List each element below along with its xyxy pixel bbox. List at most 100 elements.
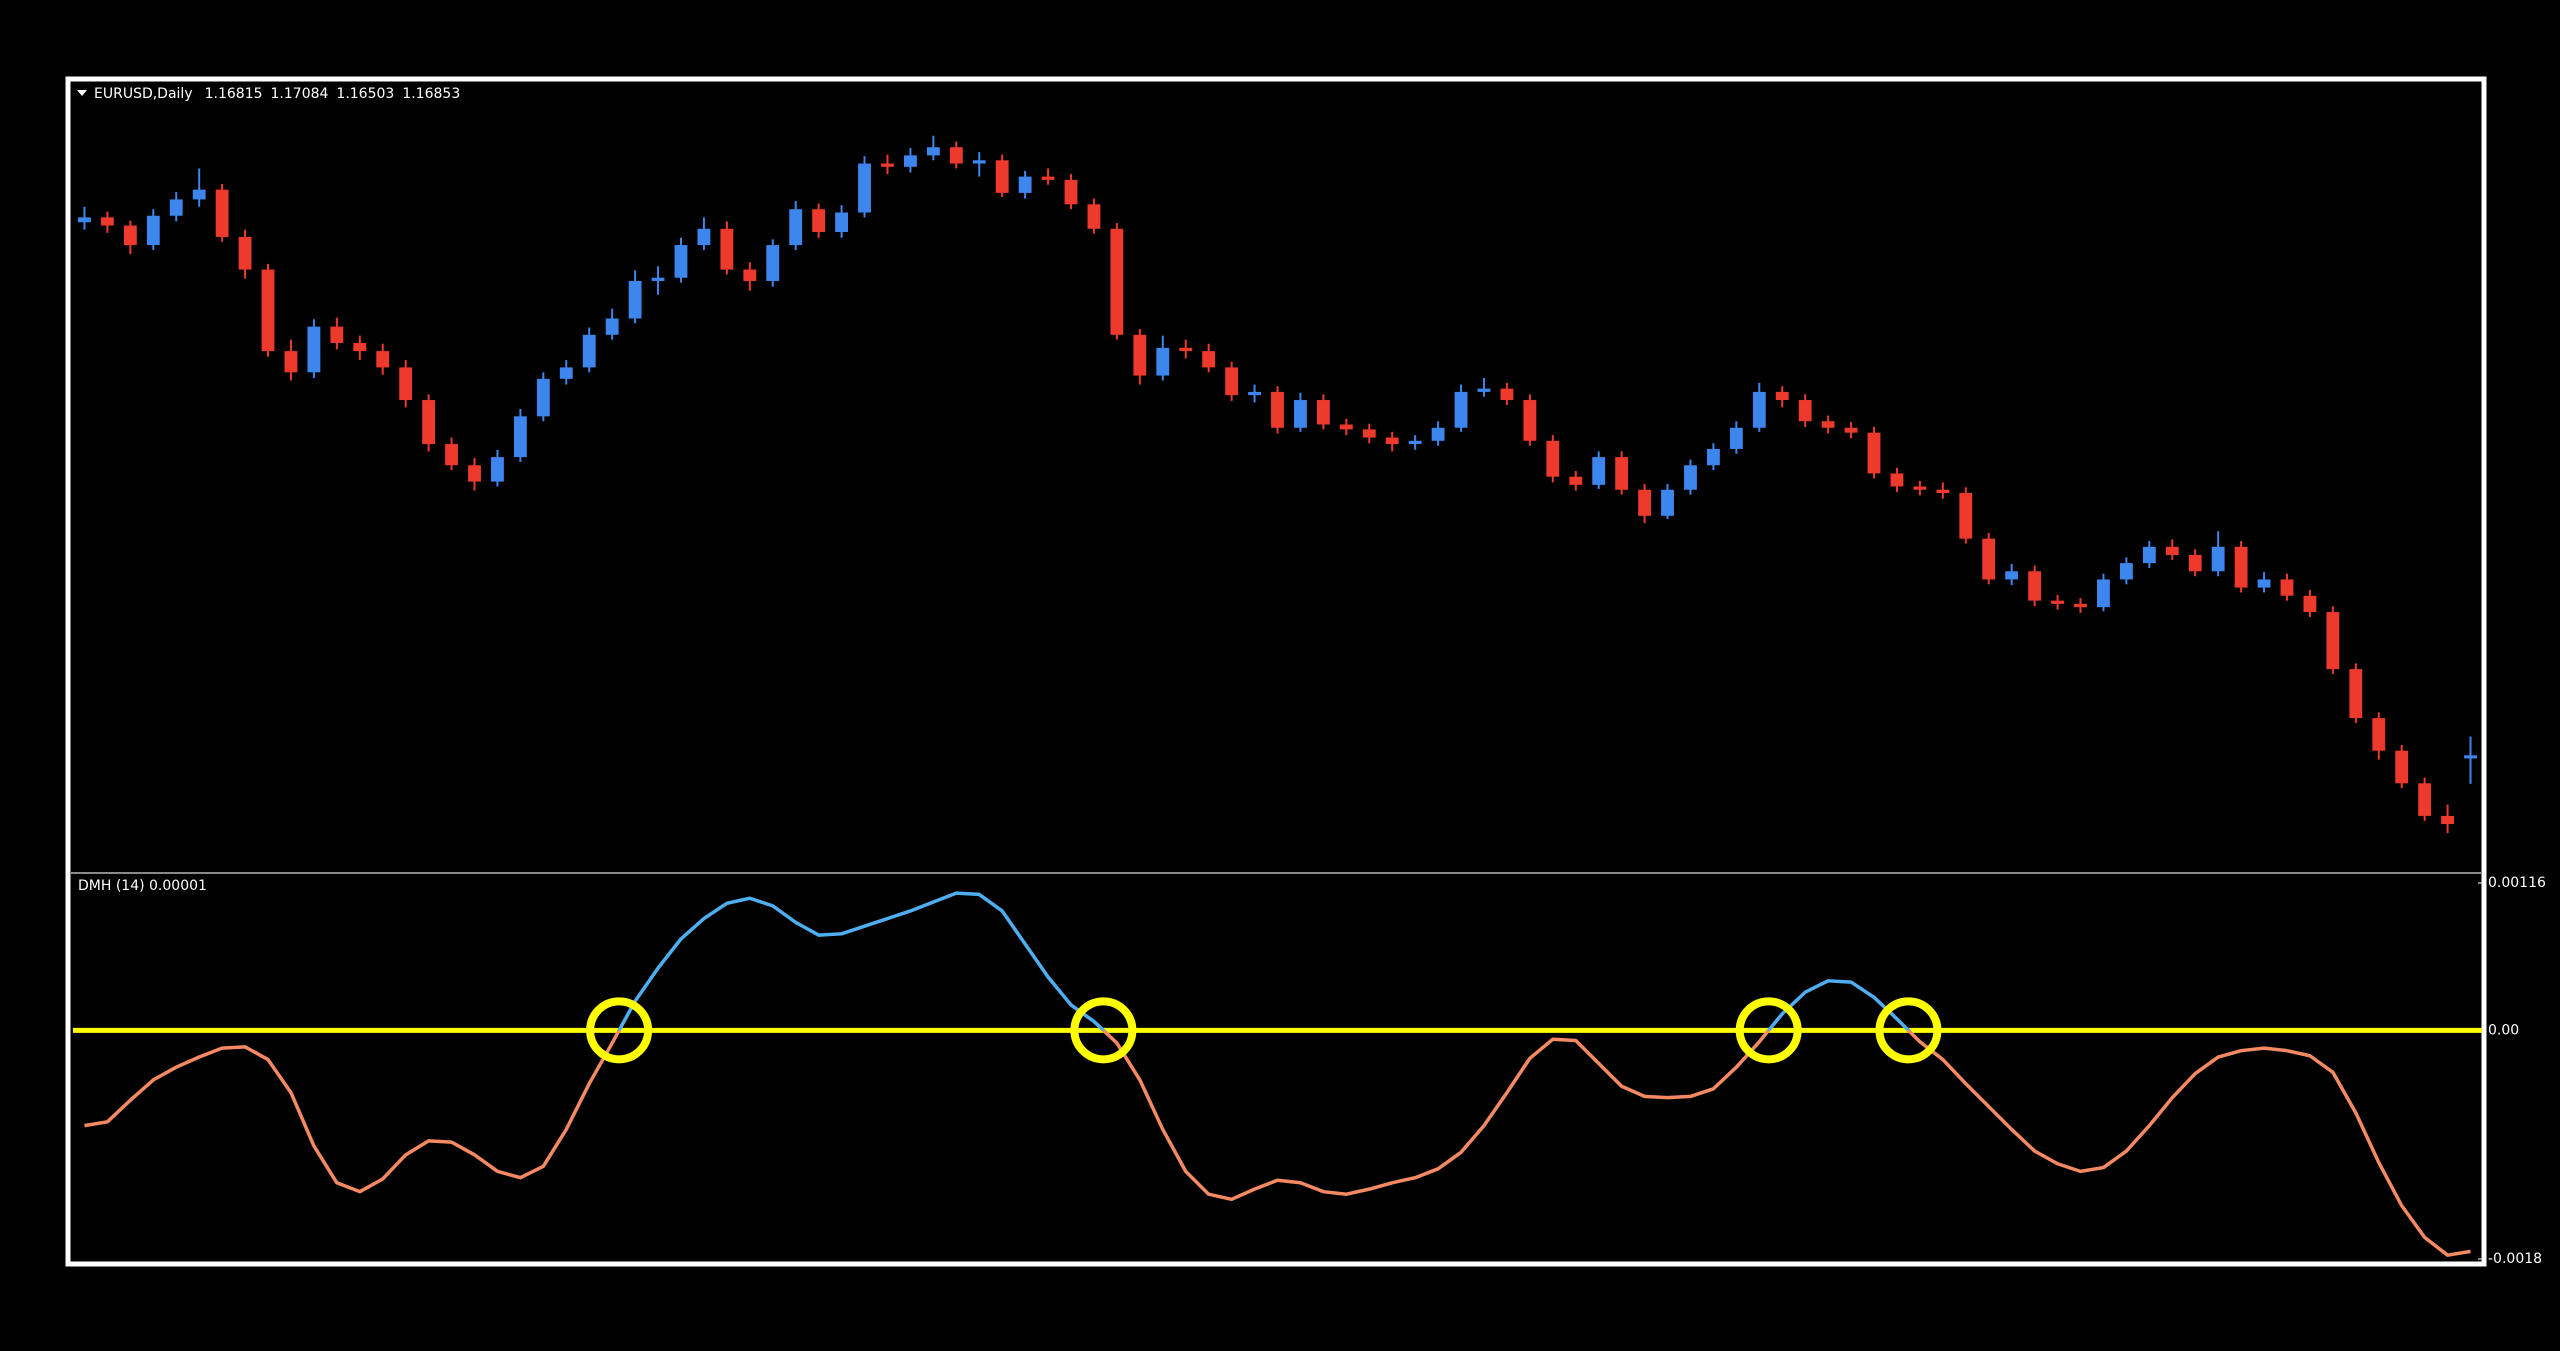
candle-body: [353, 342, 367, 352]
candle-body: [1844, 427, 1858, 433]
candle-body: [1592, 457, 1606, 485]
candle-body: [1018, 176, 1032, 193]
candle-body: [1821, 421, 1835, 428]
candle-body: [1087, 204, 1101, 229]
candle-body: [1936, 489, 1950, 493]
crossing-marker: [1735, 997, 1802, 1064]
candle-body: [1064, 179, 1078, 205]
candle-body: [858, 163, 871, 213]
candle-body: [2418, 783, 2432, 816]
header-low: 1.16503: [336, 86, 394, 102]
dropdown-icon[interactable]: [77, 90, 87, 96]
candle-body: [1041, 176, 1055, 180]
candle-body: [1362, 429, 1376, 438]
candle-body: [146, 215, 160, 246]
candle-body: [2188, 554, 2202, 572]
candle-body: [2349, 669, 2363, 719]
header-high: 1.17084: [271, 86, 329, 102]
symbol-title: EURUSD,Daily: [94, 86, 193, 102]
candle-body: [376, 351, 390, 368]
chart-header: EURUSD,Daily 1.16815 1.17084 1.16503 1.16853: [94, 86, 460, 102]
candle-body: [1248, 391, 1261, 396]
candle-body: [1316, 400, 1330, 425]
candle-body: [972, 160, 986, 164]
candle-body: [1890, 473, 1904, 487]
header-close: 1.16853: [402, 86, 460, 102]
y-tick-label: -0.0018: [2488, 1251, 2542, 1267]
candle-body: [2234, 546, 2248, 588]
candle-body: [1339, 424, 1353, 430]
candle-body: [1431, 427, 1445, 441]
y-tick-label: 0.00: [2488, 1022, 2519, 1038]
candle-body: [330, 326, 344, 343]
candle-body: [789, 209, 803, 246]
crossing-marker: [586, 997, 653, 1064]
candle-body: [1982, 538, 1996, 580]
candle-body: [1202, 351, 1216, 368]
candle-body: [628, 280, 642, 319]
candle-body: [261, 269, 275, 352]
candle-body: [78, 217, 91, 223]
candle-body: [2372, 718, 2386, 751]
candle-body: [1133, 334, 1147, 376]
candle-body: [743, 269, 757, 281]
candle-body: [1661, 489, 1674, 516]
indicator-line: [84, 891, 2471, 1257]
candle-body: [674, 245, 688, 278]
candle-body: [881, 163, 894, 167]
candle-body: [1271, 391, 1284, 428]
candle-body: [1500, 388, 1514, 401]
candle-body: [536, 378, 550, 417]
candle-body: [995, 160, 1009, 193]
candle-body: [812, 209, 826, 233]
candle-body: [835, 212, 849, 233]
candle-body: [1477, 388, 1491, 392]
candle-body: [1615, 457, 1629, 490]
candle-body: [1546, 440, 1560, 477]
candle-body: [2280, 579, 2294, 596]
candle-body: [903, 155, 917, 167]
candle-body: [697, 228, 711, 246]
candle-body: [2395, 750, 2409, 784]
candle-body: [1775, 391, 1789, 401]
candle-body: [2303, 595, 2317, 613]
candle-body: [307, 326, 321, 373]
candle-body: [1798, 400, 1812, 422]
candle-body: [100, 217, 114, 226]
candle-body: [192, 189, 206, 200]
candle-body: [2464, 755, 2477, 759]
candle-body: [2074, 603, 2087, 608]
candle-body: [2097, 579, 2110, 608]
candle-body: [2326, 612, 2340, 670]
candle-body: [513, 416, 527, 458]
candle-body: [1959, 492, 1973, 539]
candle-body: [123, 225, 137, 246]
candle-body: [169, 199, 183, 216]
candle-body: [445, 444, 458, 466]
candle-body: [1294, 400, 1307, 428]
crossing-marker: [1070, 997, 1137, 1064]
candle-body: [1752, 391, 1766, 428]
crossing-marker: [1875, 997, 1942, 1064]
candle-body: [1706, 448, 1720, 466]
candle-body: [1454, 391, 1468, 428]
candle-body: [582, 334, 596, 368]
candle-body: [422, 400, 436, 445]
candle-body: [2211, 546, 2225, 572]
candle-body: [651, 277, 665, 281]
candle-body: [926, 147, 940, 156]
candle-body: [2142, 546, 2156, 564]
candle-body: [2051, 600, 2064, 604]
candle-body: [2119, 563, 2133, 580]
candle-body: [215, 189, 229, 237]
candle-body: [1867, 432, 1881, 474]
candle-body: [766, 245, 780, 281]
y-tick-label: 0.00116: [2488, 875, 2546, 891]
candle-body: [1729, 427, 1743, 449]
indicator-title: DMH (14) 0.00001: [78, 878, 207, 894]
candle-body: [238, 236, 252, 270]
candle-body: [1110, 228, 1124, 335]
